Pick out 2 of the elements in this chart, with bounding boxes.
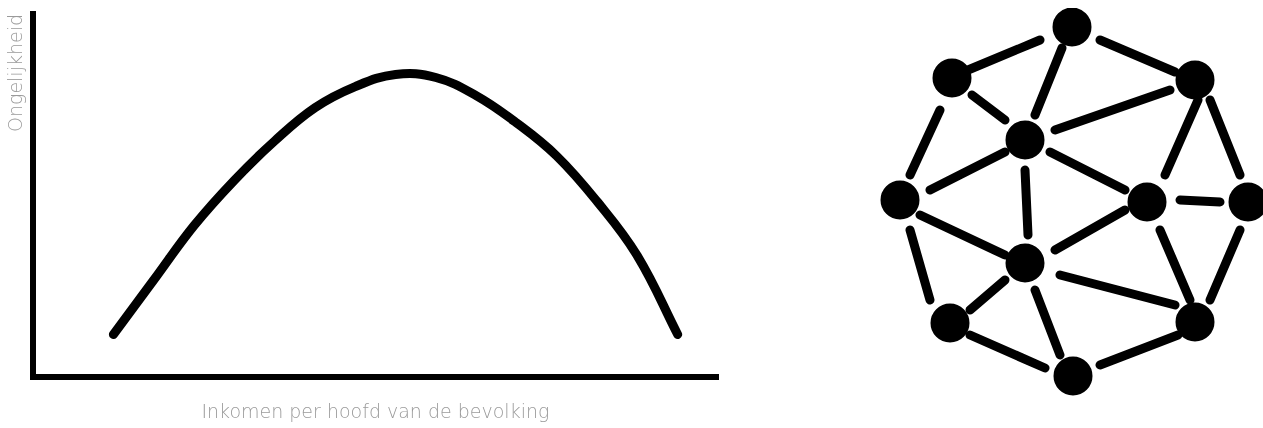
x-axis-title: Inkomen per hoofd van de bevolking [201,399,550,422]
y-axis-title: Ongelijkheid [4,14,27,132]
